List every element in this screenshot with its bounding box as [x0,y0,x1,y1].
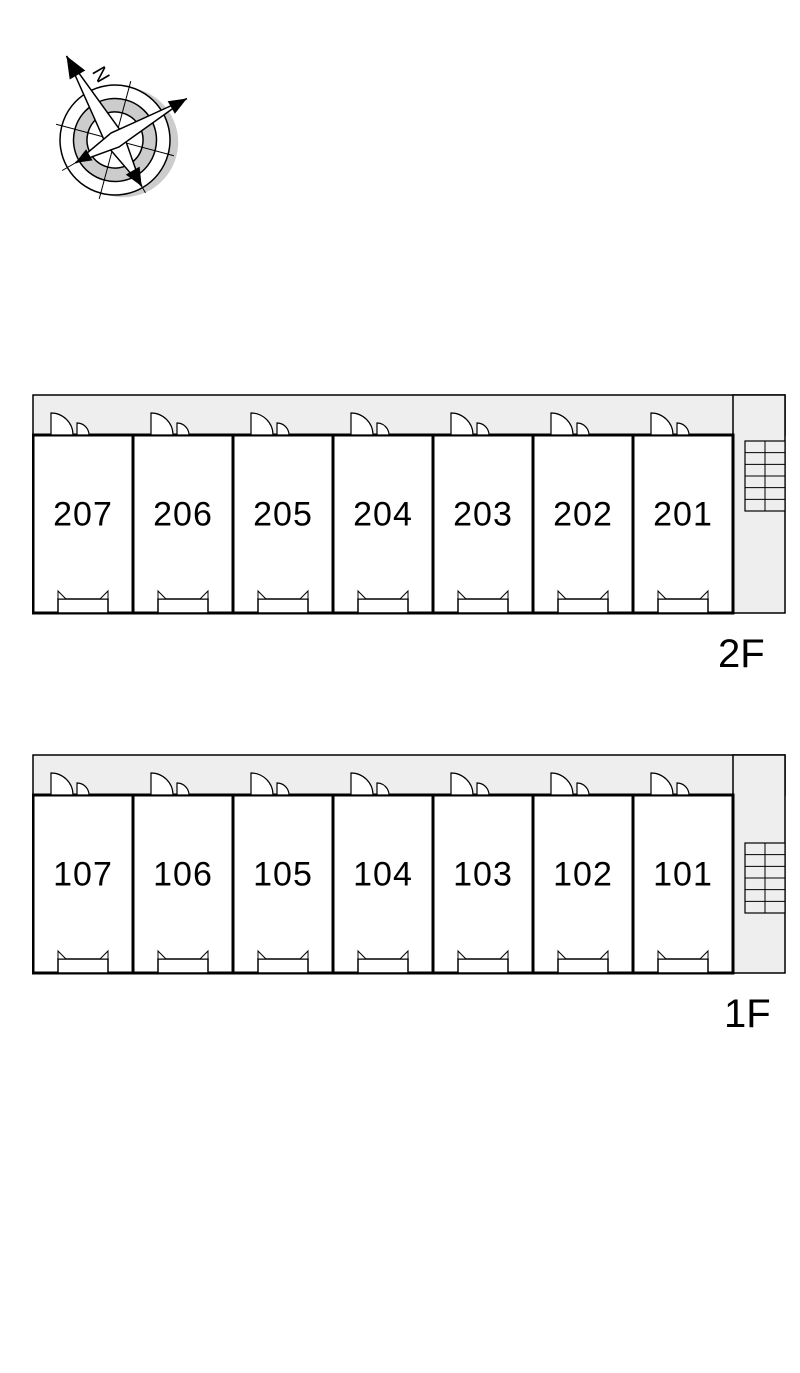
room-number: 206 [153,496,213,535]
room-number: 102 [553,856,613,895]
compass: N [12,37,218,243]
room-number: 207 [53,496,113,535]
room-number: 104 [353,856,413,895]
room-number: 203 [453,496,513,535]
room-number: 105 [253,856,313,895]
room-number: 103 [453,856,513,895]
room-number: 202 [553,496,613,535]
compass-n-label: N [87,63,113,87]
floor-plan-canvas: N 207 206 205 204 203 202 201 2F 107 106 105 104 103 1… [0,0,800,1373]
room-number: 101 [653,856,713,895]
room-number: 201 [653,496,713,535]
floor-label: 1F [724,992,771,1037]
floor-label: 2F [718,632,765,677]
room-number: 107 [53,856,113,895]
room-number: 205 [253,496,313,535]
room-number: 204 [353,496,413,535]
stairs [745,441,785,511]
stairs [745,843,785,913]
room-number: 106 [153,856,213,895]
